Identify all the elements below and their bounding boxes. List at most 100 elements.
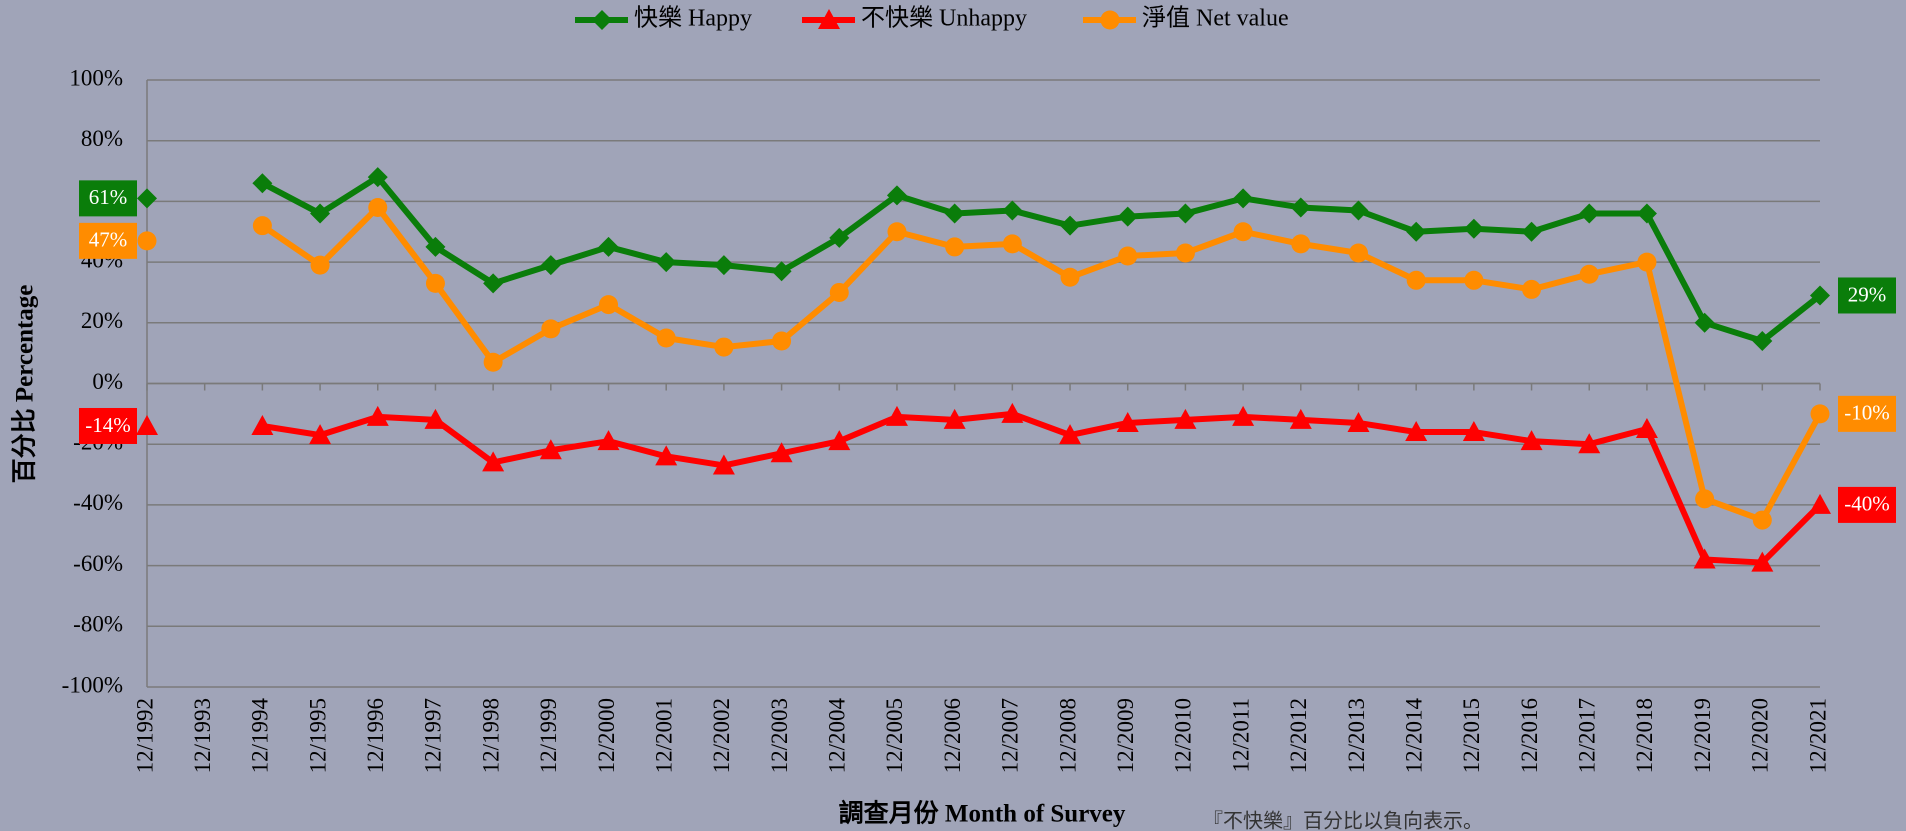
x-tick-label: 12/2019	[1690, 698, 1715, 773]
point	[885, 405, 908, 426]
y-tick-label: -60%	[73, 551, 123, 576]
point	[482, 451, 505, 472]
data-label-box	[79, 180, 137, 217]
point	[1637, 252, 1657, 272]
point	[1174, 408, 1197, 429]
x-tick-label: 12/2021	[1805, 698, 1830, 773]
y-tick-label: -40%	[73, 490, 123, 515]
point	[592, 10, 612, 30]
point	[1233, 222, 1253, 242]
point	[656, 252, 677, 273]
point	[252, 216, 272, 236]
point	[886, 185, 907, 206]
legend-label: 不快樂 Unhappy	[861, 5, 1027, 32]
point	[1810, 404, 1830, 424]
point	[713, 255, 734, 276]
data-label: -10%	[1844, 401, 1890, 425]
data-label: -40%	[1844, 492, 1890, 516]
point	[310, 255, 330, 275]
point	[539, 439, 562, 460]
point	[1751, 551, 1774, 572]
y-axis-title: 百分比 Percentage	[11, 285, 39, 484]
x-tick-label: 12/2008	[1055, 698, 1080, 773]
point	[887, 222, 907, 242]
point	[137, 188, 157, 209]
point	[1405, 421, 1428, 442]
point	[1578, 433, 1601, 454]
point	[1118, 246, 1138, 266]
series-line	[260, 204, 1823, 524]
point	[1116, 411, 1139, 432]
x-tick-label: 12/2005	[882, 698, 907, 773]
x-tick-label: 12/2003	[767, 698, 792, 773]
point	[1347, 411, 1370, 432]
note: 『不快樂』百分比以負向表示。	[1203, 810, 1483, 831]
x-tick-label: 12/2014	[1401, 698, 1426, 774]
point	[368, 197, 388, 217]
point	[1002, 234, 1022, 254]
point	[1520, 430, 1543, 451]
data-label-box	[79, 222, 137, 259]
point	[1406, 270, 1426, 290]
point	[1636, 203, 1657, 224]
x-tick-label: 12/2017	[1575, 698, 1600, 773]
x-tick-label: 12/1999	[536, 698, 561, 773]
y-tick-label: -80%	[73, 612, 123, 637]
point	[1464, 270, 1484, 290]
y-tick-label: 0%	[92, 369, 123, 394]
data-label-box	[1838, 277, 1896, 314]
point	[1175, 243, 1195, 263]
point	[945, 237, 965, 257]
x-tick-label: 12/2010	[1171, 698, 1196, 773]
point	[712, 454, 735, 475]
point	[1001, 402, 1024, 423]
point	[1752, 510, 1772, 530]
x-tick-label: 12/2016	[1517, 698, 1542, 773]
point	[829, 282, 849, 302]
x-tick-label: 12/2001	[651, 698, 676, 773]
point	[598, 236, 619, 257]
x-tick-label: 12/1994	[248, 698, 273, 774]
point	[483, 273, 504, 294]
point	[656, 328, 676, 348]
legend-label: 快樂 Happy	[634, 5, 752, 32]
point	[818, 9, 840, 29]
point	[309, 424, 332, 445]
point	[137, 231, 157, 251]
point	[1117, 206, 1138, 227]
point	[1291, 234, 1311, 254]
y-tick-label: -100%	[62, 672, 123, 697]
x-tick-label: 12/2013	[1344, 698, 1369, 773]
x-tick-label: 12/2009	[1113, 698, 1138, 773]
x-tick-label: 12/2000	[594, 698, 619, 773]
point	[943, 408, 966, 429]
point	[251, 414, 274, 435]
data-label-box	[1838, 395, 1896, 432]
point	[310, 203, 331, 224]
point	[597, 430, 620, 451]
point	[1060, 267, 1080, 287]
point	[1289, 408, 1312, 429]
point	[828, 430, 851, 451]
point	[655, 445, 678, 466]
x-tick-label: 12/2020	[1748, 698, 1773, 773]
data-label: -14%	[85, 413, 131, 437]
series-line	[260, 174, 1822, 345]
point	[424, 408, 447, 429]
data-label: 47%	[89, 228, 128, 252]
x-tick-label: 12/1993	[190, 698, 215, 773]
point	[1100, 10, 1120, 30]
x-tick-label: 12/1992	[132, 698, 157, 773]
x-tick-label: 12/2002	[709, 698, 734, 773]
point	[425, 273, 445, 293]
x-tick-label: 12/2012	[1286, 698, 1311, 773]
point	[366, 405, 389, 426]
x-tick-label: 12/1998	[478, 698, 503, 773]
point	[1522, 279, 1542, 299]
point	[1406, 221, 1427, 242]
point	[425, 236, 446, 257]
point	[1695, 489, 1715, 509]
point	[1521, 221, 1542, 242]
